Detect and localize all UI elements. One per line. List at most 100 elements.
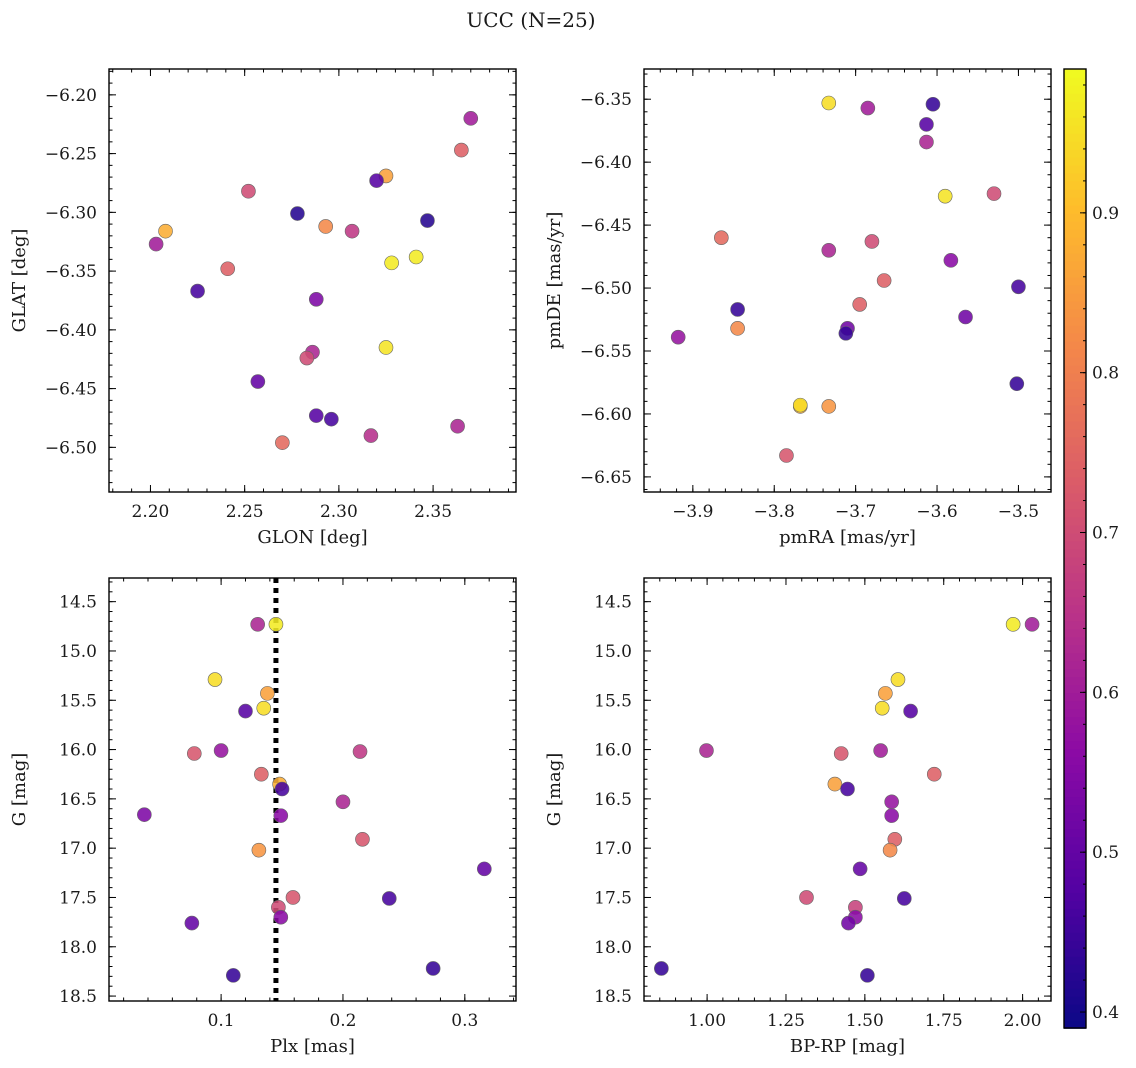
data-point xyxy=(919,134,934,150)
colorbar-tick-label: 0.6 xyxy=(1092,683,1119,703)
colorbar-segment xyxy=(1064,724,1086,734)
colorbar-segment xyxy=(1064,212,1086,222)
colorbar-segment xyxy=(1064,692,1086,702)
colorbar-segment xyxy=(1064,852,1086,861)
colorbar-segment xyxy=(1064,908,1086,917)
data-point xyxy=(821,95,837,111)
data-point xyxy=(454,142,469,158)
data-point xyxy=(792,397,808,413)
colorbar-segment xyxy=(1064,388,1086,398)
colorbar-segment xyxy=(1064,140,1086,150)
colorbar-segment xyxy=(1064,916,1086,925)
colorbar-segment xyxy=(1064,932,1086,941)
data-point xyxy=(986,186,1002,201)
x-tick-label: 2.25 xyxy=(226,502,264,522)
data-point xyxy=(190,283,205,299)
data-point xyxy=(890,672,906,687)
colorbar-tick-label: 0.9 xyxy=(1092,204,1119,224)
colorbar-segment xyxy=(1064,420,1086,430)
data-point xyxy=(268,617,284,632)
colorbar-segment xyxy=(1064,404,1086,414)
colorbar-segment xyxy=(1064,236,1086,246)
x-tick-label: −3.8 xyxy=(754,502,795,522)
data-point xyxy=(852,861,868,877)
colorbar-segment xyxy=(1064,196,1086,206)
data-point xyxy=(207,672,223,687)
data-point xyxy=(943,253,959,268)
colorbar-segment xyxy=(1064,796,1086,806)
colorbar-segment xyxy=(1064,308,1086,318)
data-point xyxy=(827,776,843,792)
colorbar-segment xyxy=(1064,284,1086,294)
data-point xyxy=(864,234,880,249)
data-point xyxy=(1005,617,1021,632)
data-point xyxy=(903,703,918,719)
x-tick-label: −3.5 xyxy=(998,502,1039,522)
y-tick-label: −6.65 xyxy=(580,468,632,488)
colorbar-segment xyxy=(1064,572,1086,582)
x-tick-label: −3.9 xyxy=(672,502,713,522)
data-point xyxy=(254,766,269,782)
data-point xyxy=(220,261,236,277)
colorbar-segment xyxy=(1064,292,1086,302)
colorbar-segment xyxy=(1064,732,1086,742)
data-point xyxy=(250,374,266,389)
colorbar-segment xyxy=(1064,380,1086,390)
panel-3: 0.1 0.2 0.3 14.5 15.0 15.5 16.0 16.5 17.0 17.5 18.… xyxy=(9,577,517,1057)
y-tick-label: −6.45 xyxy=(45,380,97,400)
data-point xyxy=(463,111,479,126)
data-point xyxy=(274,781,290,797)
colorbar-segment xyxy=(1064,1020,1086,1029)
data-point xyxy=(299,350,315,366)
colorbar-segment xyxy=(1064,756,1086,766)
colorbar-segment xyxy=(1064,604,1086,614)
colorbar-segment xyxy=(1064,708,1086,718)
data-point xyxy=(841,915,856,931)
data-point xyxy=(1024,617,1040,632)
data-point xyxy=(344,223,360,239)
x-tick-label: 2.30 xyxy=(320,502,358,522)
colorbar-segment xyxy=(1064,868,1086,877)
colorbar-segment xyxy=(1064,972,1086,981)
colorbar-segment xyxy=(1064,956,1086,965)
y-tick-label: −6.30 xyxy=(45,203,97,223)
x-tick-label: 0.2 xyxy=(329,1011,356,1031)
colorbar-segment xyxy=(1064,676,1086,686)
colorbar-segment xyxy=(1064,996,1086,1005)
x-tick-label: −3.7 xyxy=(835,502,876,522)
y-tick-label: −6.35 xyxy=(45,262,97,282)
colorbar-segment xyxy=(1064,812,1086,822)
colorbar-segment xyxy=(1064,564,1086,574)
colorbar-segment xyxy=(1064,148,1086,158)
data-point xyxy=(670,329,686,345)
colorbar-segment xyxy=(1064,452,1086,462)
x-tick-label: 0.1 xyxy=(208,1011,235,1031)
colorbar-segment xyxy=(1064,980,1086,989)
colorbar-segment xyxy=(1064,76,1086,86)
panel-4: 1.00 1.25 1.50 1.75 2.00 14.5 15.0 15.5 16.0 16.5… xyxy=(544,577,1052,1057)
colorbar-segment xyxy=(1064,348,1086,358)
data-point xyxy=(450,418,465,434)
data-point xyxy=(137,807,152,822)
colorbar-segment xyxy=(1064,948,1086,957)
x-tick-label: −3.6 xyxy=(916,502,957,522)
y-tick-label: −6.60 xyxy=(580,405,632,425)
axes-frame xyxy=(108,68,517,493)
colorbar-segment xyxy=(1064,436,1086,446)
scatter-panels: 2.20 2.25 2.30 2.35 −6.50 −6.45 −6.40 −6.35 −6.3… xyxy=(9,68,1052,1057)
y-tick-label: 17.5 xyxy=(59,888,97,908)
data-point xyxy=(874,700,890,716)
data-point xyxy=(355,831,370,847)
x-tick-label: 1.50 xyxy=(846,1011,884,1031)
data-point xyxy=(148,236,164,252)
data-point xyxy=(363,428,379,443)
y-tick-label: −6.45 xyxy=(580,216,632,236)
x-tick-label: 0.3 xyxy=(451,1011,478,1031)
y-tick-label: 15.5 xyxy=(59,691,97,711)
y-tick-label: 18.5 xyxy=(594,987,632,1007)
colorbar-segment xyxy=(1064,244,1086,254)
colorbar-segment xyxy=(1064,180,1086,190)
data-point xyxy=(1011,279,1026,295)
colorbar-segment xyxy=(1064,508,1086,518)
colorbar-segment xyxy=(1064,164,1086,174)
